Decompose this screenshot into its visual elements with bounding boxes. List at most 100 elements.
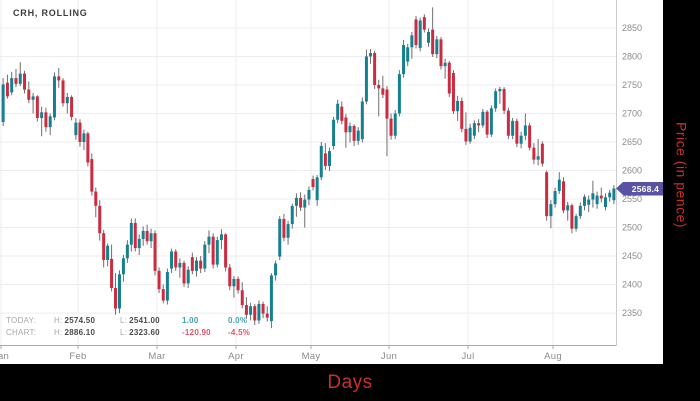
candle-body [157, 270, 161, 290]
today-stats-row: TODAY: H: 2574.50 L: 2541.00 1.00 0.0% [6, 315, 274, 327]
candle-body [468, 127, 472, 142]
candle-body [528, 125, 532, 148]
candle-body [481, 111, 485, 126]
chart-area: Jan Feb Mar Apr May Jun Jul Aug 2850 2800 2750 2700… [0, 0, 663, 364]
today-high-label: H: [54, 316, 63, 325]
candle-body [472, 123, 476, 136]
chart-title: CRH, ROLLING [13, 8, 88, 18]
candle-body [377, 84, 381, 89]
candle-body [422, 17, 426, 30]
candle-body [515, 120, 519, 144]
candle-body [545, 172, 549, 217]
candle-body [460, 100, 464, 129]
candle-body [78, 122, 82, 142]
candle-body [121, 258, 125, 275]
candle-body [352, 126, 356, 141]
candle-body [186, 269, 190, 284]
candle-body [578, 205, 582, 217]
candle-body [278, 218, 282, 257]
candle-body [418, 20, 422, 48]
candle-body [356, 130, 360, 141]
candle-body [336, 103, 340, 120]
candle-body [249, 306, 253, 315]
candle-body [562, 181, 565, 211]
candle-body [456, 100, 460, 112]
y-axis-title: Price (in pence) [673, 121, 690, 229]
candle-body [604, 197, 607, 207]
candle-body [299, 197, 303, 208]
candle-body [286, 224, 290, 238]
candle-body [506, 110, 510, 136]
candle-body [570, 205, 574, 229]
candle-body [502, 88, 506, 111]
candle-body [381, 88, 385, 95]
candle-body [373, 53, 377, 85]
candle-body [244, 305, 248, 315]
candlestick-plot[interactable]: Jan Feb Mar Apr May Jun Jul Aug 2850 2800 2750 2700… [0, 0, 663, 364]
candle-body [574, 216, 578, 229]
candle-body [199, 260, 203, 269]
candle-body [14, 78, 18, 84]
candle-body [414, 19, 418, 46]
candle-body [5, 82, 9, 97]
candle-body [261, 303, 265, 314]
candle-body [44, 112, 48, 128]
x-axis-title: Days [327, 371, 373, 393]
candle-body [519, 135, 523, 144]
month-label: Jul [461, 351, 474, 362]
candle-body [195, 260, 198, 271]
month-label: Mar [148, 351, 165, 362]
candle-body [435, 39, 439, 55]
candle-body [203, 244, 207, 269]
candle-body [215, 240, 219, 265]
candle-body [553, 191, 557, 205]
candle-body [94, 191, 98, 206]
candle-body [485, 111, 489, 135]
candle-body [360, 101, 364, 140]
candle-body [557, 179, 561, 192]
candle-body [439, 39, 443, 67]
candle-body [98, 205, 102, 234]
candle-body [303, 199, 307, 208]
candle-body [402, 45, 406, 75]
candle-body [290, 205, 294, 225]
candle-body [477, 123, 481, 126]
candle-body [190, 257, 194, 271]
stats-overlay: TODAY: H: 2574.50 L: 2541.00 1.00 0.0% CHART: H… [6, 315, 274, 338]
candle-body [397, 74, 401, 114]
month-label: Jun [381, 351, 397, 362]
chart-change-value: -120.90 [182, 327, 211, 337]
chart-stats-row: CHART: H: 2886.10 L: 2323.60 -120.90 -4.5% [6, 327, 274, 339]
candle-body [311, 179, 315, 188]
candle-body [74, 122, 78, 136]
candle-body [219, 234, 223, 241]
candle-body [587, 199, 591, 205]
candle-body [511, 120, 515, 136]
today-low-label: L: [120, 316, 128, 325]
candle-body [224, 234, 228, 268]
month-label: Apr [228, 351, 244, 362]
candle-body [125, 244, 129, 259]
candle-body [40, 112, 44, 119]
price-tick-label: 2500 [622, 223, 642, 233]
last-price-badge: 2568.4 [616, 181, 663, 196]
candle-body [211, 236, 215, 265]
chart-stats-label: CHART: [6, 327, 37, 337]
candle-body [240, 290, 244, 306]
candle-body [332, 119, 336, 146]
candle-body [364, 56, 368, 102]
candle-body [344, 117, 348, 133]
candle-body [612, 188, 616, 201]
price-tick-label: 2850 [622, 23, 642, 33]
candle-body [498, 88, 502, 92]
price-tick-label: 2350 [622, 308, 642, 318]
candle-body [86, 133, 90, 163]
candle-body [102, 233, 106, 261]
candle-body [464, 128, 468, 142]
candle-body [145, 230, 149, 242]
month-label: Aug [544, 351, 562, 362]
candle-body [274, 263, 278, 276]
candle-body [540, 143, 544, 164]
candle-body [369, 53, 373, 57]
today-low-value: 2541.00 [129, 316, 160, 325]
